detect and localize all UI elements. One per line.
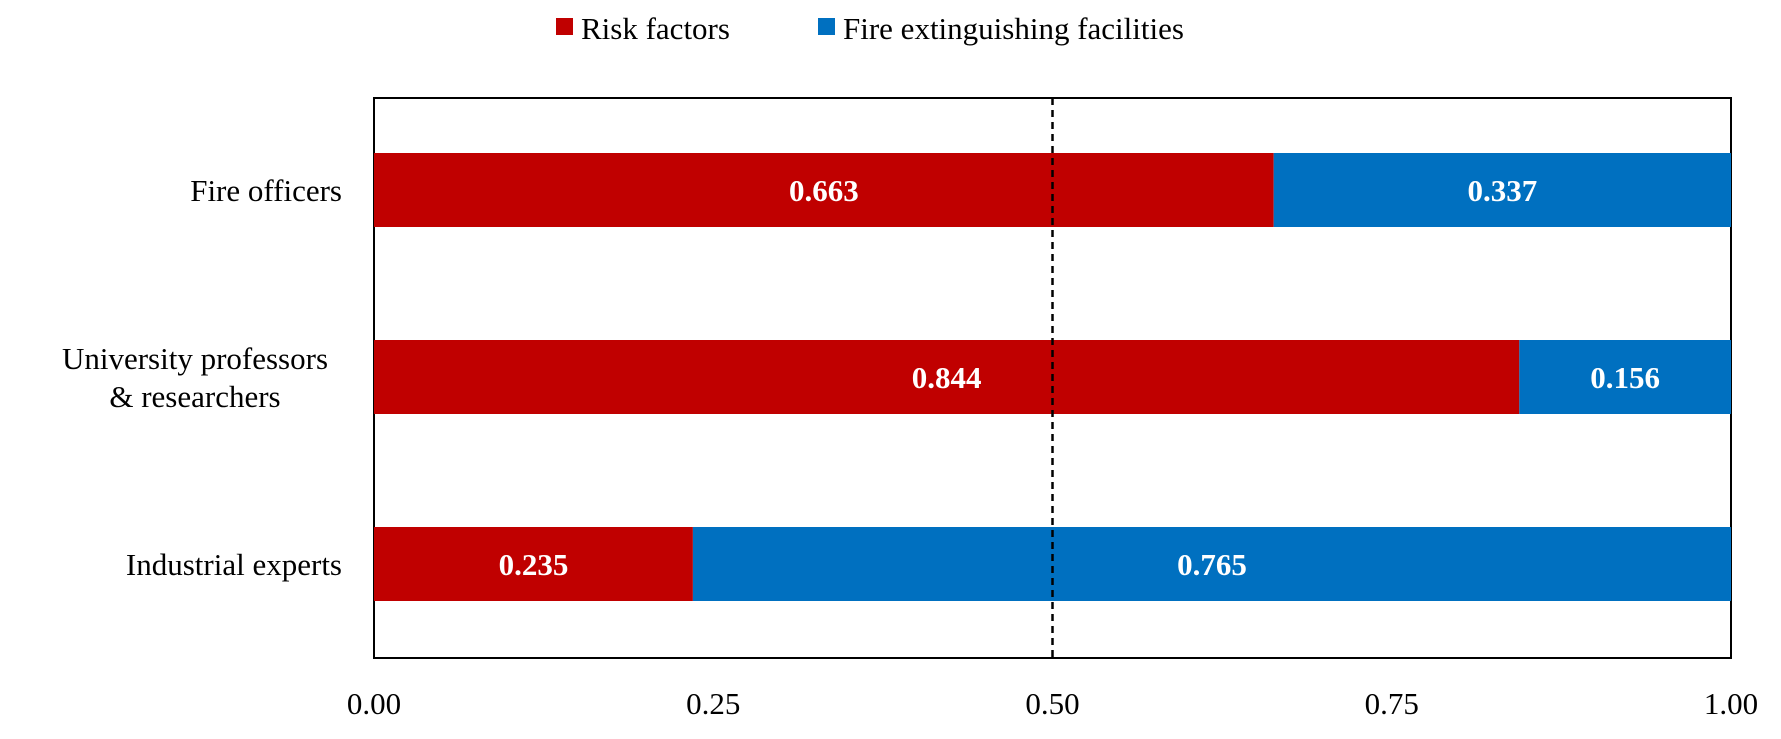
legend-swatch-fire-extinguishing-facilities: [818, 18, 835, 35]
bar-fire-extinguishing-facilities-university-professors-and-researchers: [1519, 340, 1731, 414]
legend-swatch-risk-factors: [556, 18, 573, 35]
x-tick-label-1-00: 1.00: [1704, 686, 1758, 721]
data-labels: 0.663 0.337 0.844 0.156 0.235 0.765: [499, 173, 1660, 582]
bars: [374, 153, 1731, 601]
category-labels: Fire officers University professors & rese…: [62, 173, 342, 582]
category-label-line: Fire officers: [190, 173, 342, 208]
category-label-line: University professors: [62, 341, 328, 376]
x-tick-label-0-75: 0.75: [1365, 686, 1419, 721]
data-label-fire-extinguishing-facilities-industrial-experts: 0.765: [1177, 547, 1247, 582]
data-label-risk-factors-university-professors-and-researchers: 0.844: [912, 360, 982, 395]
x-tick-label-0-00: 0.00: [347, 686, 401, 721]
category-label-line: & researchers: [109, 379, 280, 414]
legend: Risk factors Fire extinguishing facilitie…: [556, 11, 1184, 46]
data-label-fire-extinguishing-facilities-university-professors-and-researchers: 0.156: [1590, 360, 1660, 395]
category-label-fire-officers: Fire officers: [190, 173, 342, 208]
category-label-university-professors-and-researchers: University professors & researchers: [62, 341, 328, 414]
bar-risk-factors-fire-officers: [374, 153, 1274, 227]
bar-risk-factors-industrial-experts: [374, 527, 693, 601]
data-label-risk-factors-industrial-experts: 0.235: [499, 547, 569, 582]
legend-label-fire-extinguishing-facilities: Fire extinguishing facilities: [843, 11, 1184, 46]
category-label-industrial-experts: Industrial experts: [126, 547, 342, 582]
category-label-line: Industrial experts: [126, 547, 342, 582]
legend-label-risk-factors: Risk factors: [581, 11, 730, 46]
bar-fire-extinguishing-facilities-industrial-experts: [692, 527, 1731, 601]
x-tick-label-0-25: 0.25: [686, 686, 740, 721]
x-axis-ticks: 0.00 0.25 0.50 0.75 1.00: [347, 686, 1758, 721]
data-label-fire-extinguishing-facilities-fire-officers: 0.337: [1467, 173, 1537, 208]
bar-fire-extinguishing-facilities-fire-officers: [1273, 153, 1731, 227]
x-tick-label-0-50: 0.50: [1025, 686, 1079, 721]
bar-risk-factors-university-professors-and-researchers: [374, 340, 1520, 414]
data-label-risk-factors-fire-officers: 0.663: [789, 173, 859, 208]
